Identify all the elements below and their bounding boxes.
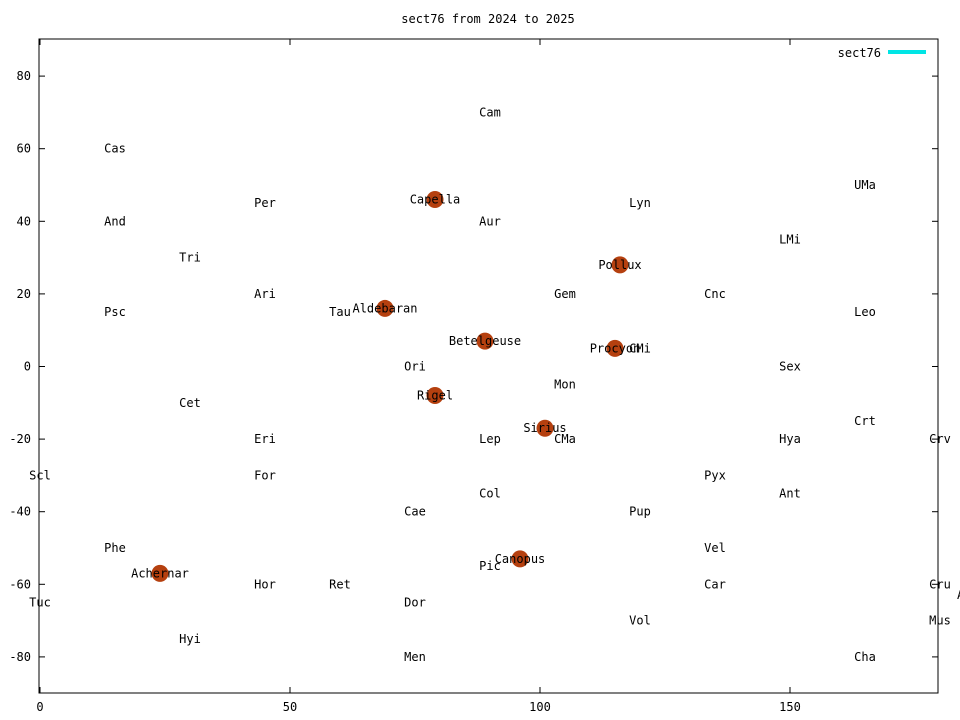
constellation-label: Cae <box>404 505 426 519</box>
constellation-label: Ari <box>254 287 276 301</box>
constellation-label: Dor <box>404 595 426 609</box>
constellation-label: Hor <box>254 577 276 591</box>
constellation-label: Lyn <box>629 196 651 210</box>
star-label: Canopus <box>495 552 546 566</box>
chart-title: sect76 from 2024 to 2025 <box>401 12 574 26</box>
x-tick-label: 0 <box>36 700 43 714</box>
star-marker <box>536 419 554 437</box>
y-tick-label: -60 <box>9 577 31 591</box>
constellation-label: Crt <box>854 414 876 428</box>
constellation-label: Tau <box>329 305 351 319</box>
x-tick-label: 50 <box>283 700 297 714</box>
legend: sect76 <box>838 46 926 60</box>
constellation-label: Psc <box>104 305 126 319</box>
star-label: Aldebaran <box>352 301 417 315</box>
constellation-label: Cas <box>104 142 126 156</box>
star-marker <box>511 550 529 568</box>
constellation-label: Mus <box>929 614 951 628</box>
star-label: Procyon <box>590 341 641 355</box>
constellation-label: Leo <box>854 305 876 319</box>
constellation-label: Gem <box>554 287 576 301</box>
constellation-label: Car <box>704 577 726 591</box>
star-marker <box>151 564 169 582</box>
star-label: Sirius <box>523 421 566 435</box>
constellation-label: Cru <box>929 577 951 591</box>
constellation-label: CMi <box>629 341 651 355</box>
constellation-label: Vel <box>704 541 726 555</box>
y-axis: -80 -60 -40 -20 0 20 40 60 80 <box>9 69 938 664</box>
constellation-label: Cet <box>179 396 201 410</box>
y-tick-label: 80 <box>17 69 31 83</box>
constellation-label: Mon <box>554 378 576 392</box>
constellation-label: Lep <box>479 432 501 446</box>
x-tick-label: 100 <box>529 700 551 714</box>
legend-label-sect76: sect76 <box>838 46 881 60</box>
y-tick-label: -40 <box>9 505 31 519</box>
star-marker <box>476 332 494 350</box>
constellation-label: Crv <box>929 432 951 446</box>
x-tick-label: 150 <box>779 700 801 714</box>
constellation-label: Col <box>479 487 501 501</box>
star-label: Betelgeuse <box>449 334 521 348</box>
star-label: Acrux <box>957 588 960 602</box>
y-tick-label: 0 <box>24 360 31 374</box>
star-marker <box>611 256 629 274</box>
bright-stars: CapellaDenebVegaPolluxArcturusAldebaranA… <box>131 191 960 602</box>
constellation-label: Eri <box>254 432 276 446</box>
constellation-label: Cha <box>854 650 876 664</box>
constellation-label: Tuc <box>29 595 51 609</box>
constellation-label: Cnc <box>704 287 726 301</box>
constellation-label: Ori <box>404 360 426 374</box>
constellation-label: And <box>104 214 126 228</box>
constellation-label: Pic <box>479 559 501 573</box>
constellation-label: Ret <box>329 577 351 591</box>
constellation-label: Cam <box>479 105 501 119</box>
constellation-label: Pyx <box>704 468 726 482</box>
constellation-label: Tri <box>179 251 201 265</box>
y-tick-label: 60 <box>17 142 31 156</box>
star-label: Pollux <box>598 258 641 272</box>
constellation-label: LMi <box>779 232 801 246</box>
constellation-labels: CamCasUMaUMiDraCepPerLynLacAndAurCVnLyrC… <box>29 105 951 664</box>
star-label: Capella <box>410 193 461 207</box>
y-tick-label: 20 <box>17 287 31 301</box>
constellation-label: UMa <box>854 178 876 192</box>
star-marker <box>426 387 444 405</box>
star-marker <box>376 299 394 317</box>
constellation-label: Per <box>254 196 276 210</box>
x-axis: 050100150200250300350 <box>36 39 801 714</box>
star-label: Achernar <box>131 566 189 580</box>
y-tick-label: -80 <box>9 650 31 664</box>
constellation-label: Ant <box>779 487 801 501</box>
y-tick-label: -20 <box>9 432 31 446</box>
constellation-label: Sex <box>779 360 801 374</box>
constellation-label: Hya <box>779 432 801 446</box>
constellation-label: Hyi <box>179 632 201 646</box>
constellation-label: Aur <box>479 214 501 228</box>
constellation-label: Phe <box>104 541 126 555</box>
constellation-label: Vol <box>629 614 651 628</box>
star-label: Rigel <box>417 389 453 403</box>
plot-frame <box>38 38 939 694</box>
y-tick-label: 40 <box>17 214 31 228</box>
constellation-label: Men <box>404 650 426 664</box>
star-marker <box>426 191 444 209</box>
constellation-label: Pup <box>629 505 651 519</box>
constellation-label: CMa <box>554 432 576 446</box>
constellation-label: For <box>254 468 276 482</box>
star-marker <box>606 339 624 357</box>
constellation-label: Scl <box>29 468 51 482</box>
